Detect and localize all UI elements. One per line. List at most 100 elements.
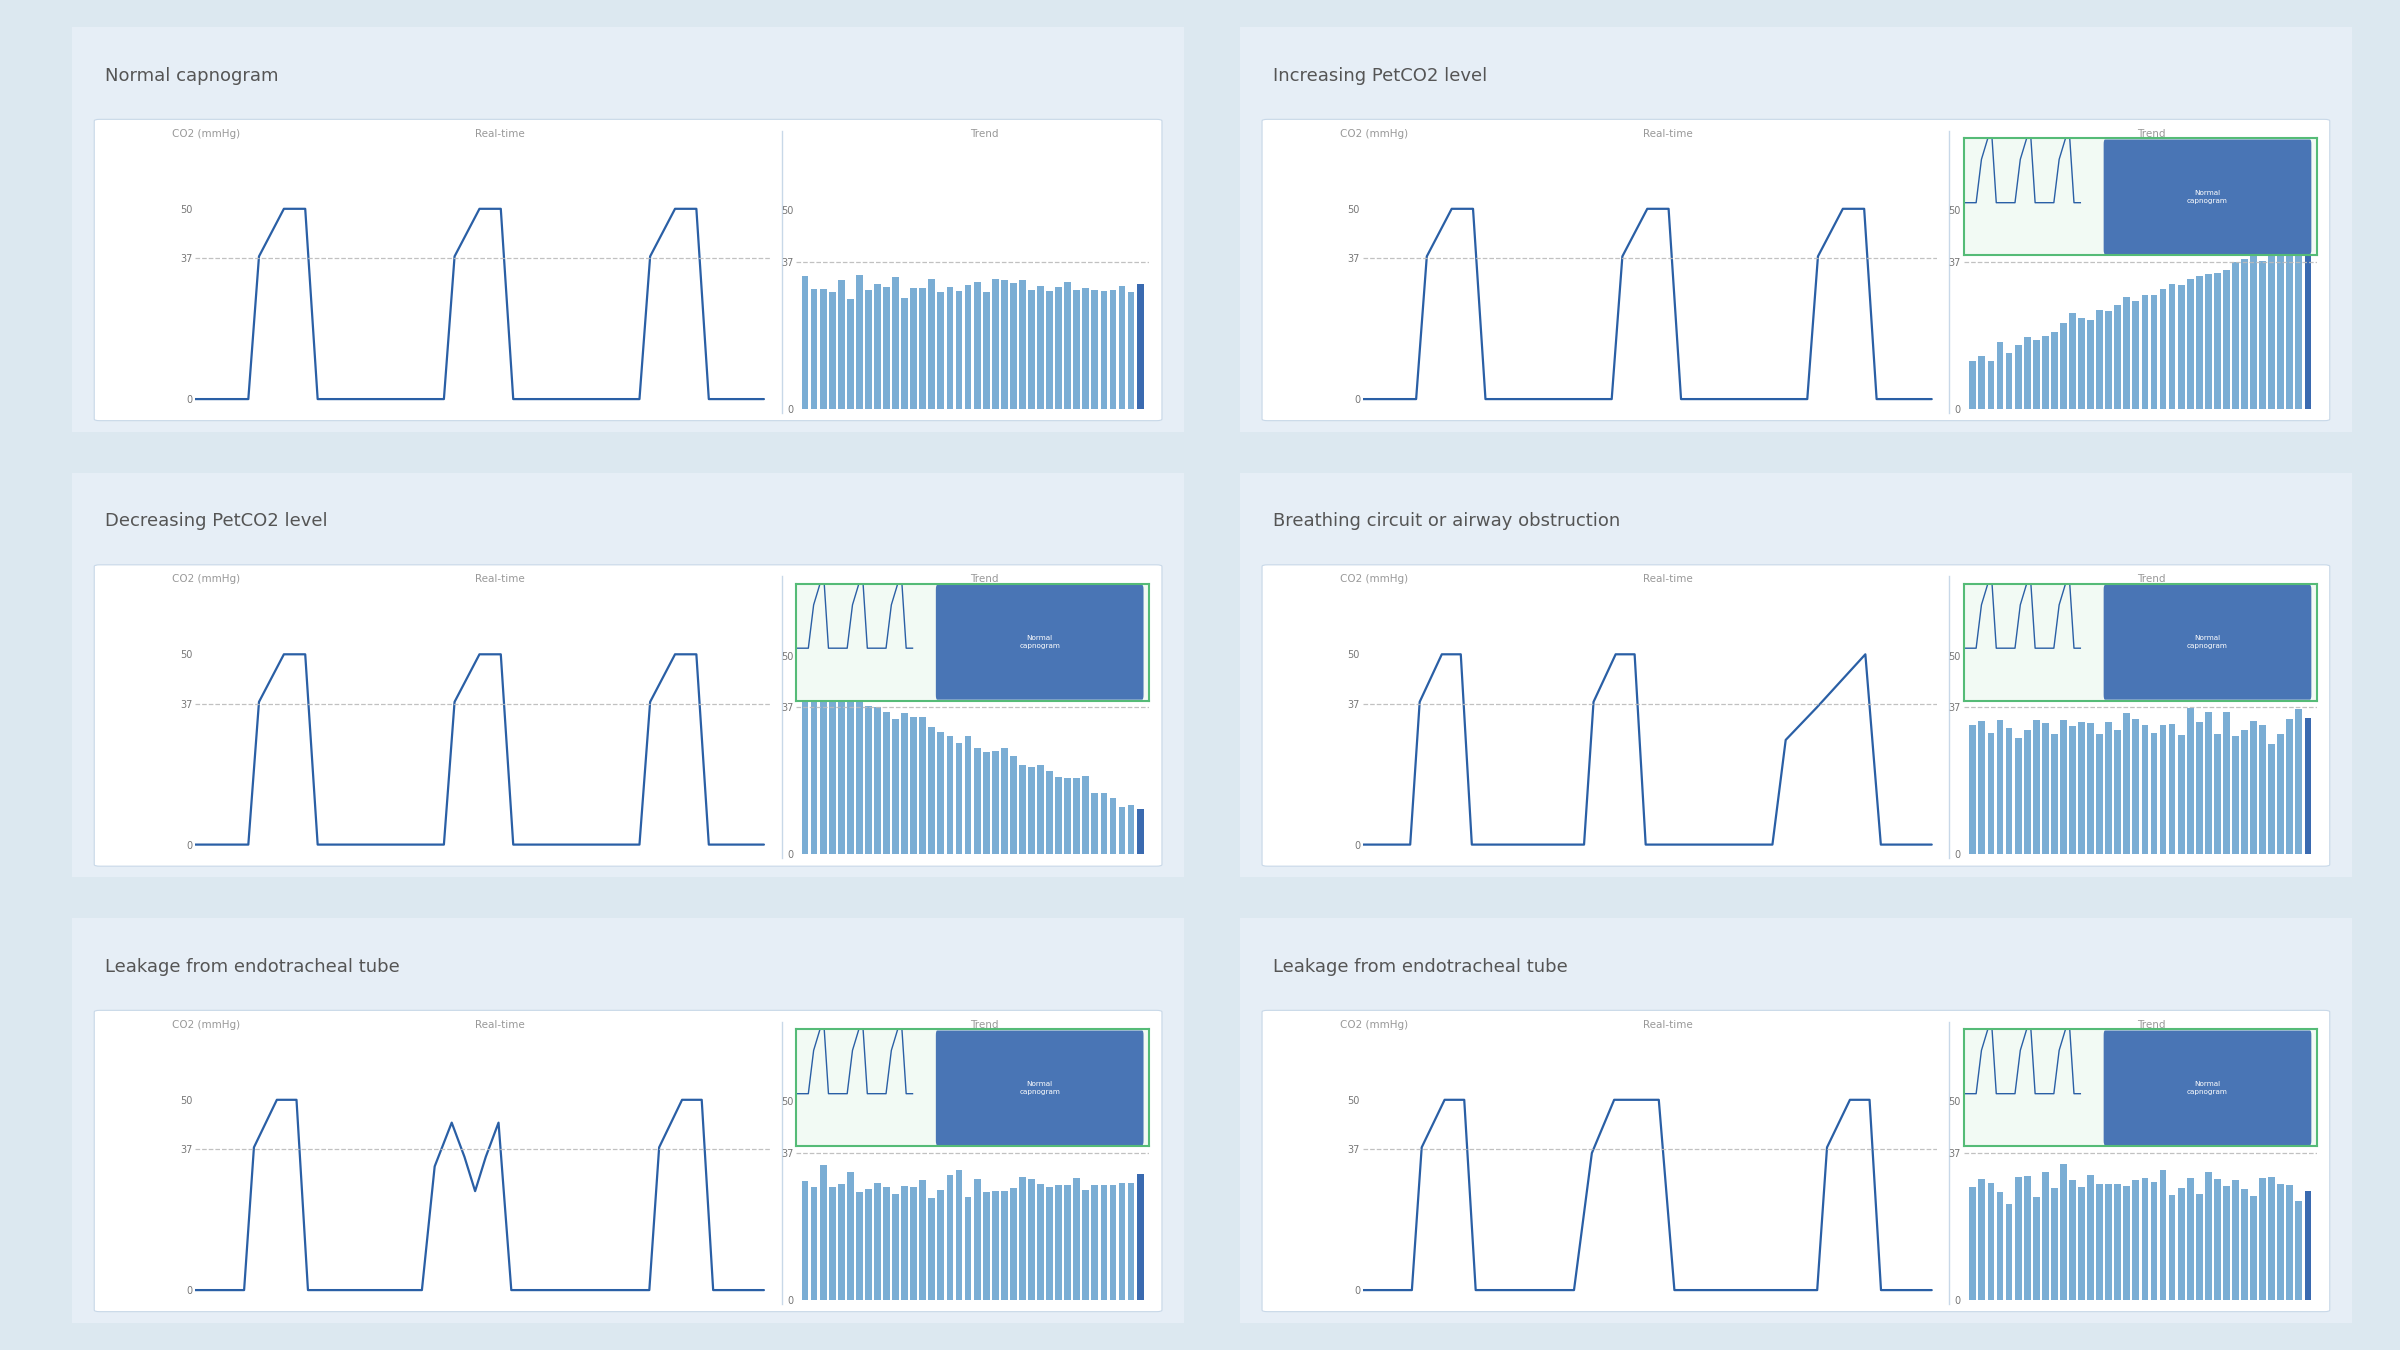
Bar xyxy=(1109,290,1116,409)
Bar xyxy=(2095,734,2102,855)
Bar xyxy=(2006,352,2014,409)
Bar xyxy=(1092,290,1099,409)
Bar xyxy=(883,288,890,409)
Bar xyxy=(1063,1185,1070,1300)
Bar xyxy=(955,1170,962,1300)
Bar xyxy=(902,1187,907,1300)
Bar xyxy=(1027,290,1034,409)
Bar xyxy=(1001,1192,1008,1300)
Bar xyxy=(2114,730,2122,855)
Bar xyxy=(2033,1196,2040,1300)
Bar xyxy=(864,290,871,409)
Bar xyxy=(1056,288,1063,409)
Bar xyxy=(2258,261,2266,409)
Text: Trend: Trend xyxy=(2138,1019,2167,1030)
Bar xyxy=(2150,1181,2158,1300)
Bar xyxy=(2232,736,2239,855)
Bar xyxy=(991,279,998,409)
Bar xyxy=(2196,1193,2203,1300)
Bar xyxy=(1073,290,1080,409)
Bar xyxy=(2177,734,2184,855)
Bar xyxy=(938,732,943,855)
Bar xyxy=(982,292,989,409)
Bar xyxy=(1020,281,1025,409)
Bar xyxy=(1970,1187,1975,1300)
Bar xyxy=(2141,1179,2148,1300)
Bar xyxy=(1037,1184,1044,1300)
FancyBboxPatch shape xyxy=(936,585,1142,699)
Bar xyxy=(2287,718,2294,855)
Bar xyxy=(2105,1184,2112,1300)
Bar xyxy=(1001,281,1008,409)
Bar xyxy=(1978,721,1985,855)
Text: Real-time: Real-time xyxy=(475,128,526,139)
Bar xyxy=(919,288,926,409)
Bar xyxy=(2251,721,2256,855)
Bar xyxy=(1046,771,1054,855)
Bar xyxy=(847,300,854,409)
Bar xyxy=(2268,744,2275,855)
Bar xyxy=(2023,336,2030,409)
Bar xyxy=(2095,1184,2102,1300)
Bar xyxy=(1046,292,1054,409)
FancyBboxPatch shape xyxy=(2105,1030,2311,1145)
Bar xyxy=(1102,290,1106,409)
Bar xyxy=(929,1197,936,1300)
Bar xyxy=(2095,309,2102,409)
Bar xyxy=(2294,1202,2302,1300)
Bar xyxy=(2042,1172,2050,1300)
Text: Increasing PetCO2 level: Increasing PetCO2 level xyxy=(1272,66,1488,85)
Bar xyxy=(828,1187,835,1300)
Bar xyxy=(1092,1184,1099,1300)
Bar xyxy=(1073,778,1080,855)
Bar xyxy=(811,289,818,409)
Bar xyxy=(857,275,862,409)
Bar xyxy=(2242,730,2249,855)
Bar xyxy=(2170,724,2174,855)
Bar xyxy=(893,1193,900,1300)
Bar xyxy=(910,717,917,855)
Bar xyxy=(2042,722,2050,855)
Bar xyxy=(838,1184,845,1300)
Bar xyxy=(2294,709,2302,855)
Bar xyxy=(2186,1179,2194,1300)
Text: Trend: Trend xyxy=(2138,128,2167,139)
Bar xyxy=(2196,722,2203,855)
Bar xyxy=(1010,756,1018,855)
Bar xyxy=(2160,289,2167,409)
Text: Trend: Trend xyxy=(970,574,998,585)
Bar xyxy=(2069,726,2076,855)
Bar xyxy=(1128,293,1135,409)
Bar xyxy=(2222,713,2230,855)
FancyBboxPatch shape xyxy=(936,1030,1142,1145)
Bar xyxy=(1010,282,1018,409)
Bar xyxy=(2014,1177,2021,1300)
Bar xyxy=(974,748,982,855)
Bar xyxy=(1027,767,1034,855)
Bar xyxy=(2014,346,2021,409)
Bar xyxy=(2206,274,2213,409)
Bar xyxy=(1056,1184,1063,1300)
Bar xyxy=(2304,718,2311,855)
Bar xyxy=(1037,286,1044,409)
Bar xyxy=(1970,725,1975,855)
Bar xyxy=(2134,1180,2138,1300)
Bar xyxy=(2088,722,2093,855)
Bar xyxy=(883,1187,890,1300)
Bar xyxy=(2141,294,2148,409)
Bar xyxy=(2186,707,2194,855)
Bar xyxy=(2287,1185,2294,1300)
Bar xyxy=(910,1188,917,1300)
Text: Real-time: Real-time xyxy=(475,574,526,585)
Bar xyxy=(1987,360,1994,409)
Text: Breathing circuit or airway obstruction: Breathing circuit or airway obstruction xyxy=(1272,512,1620,531)
Bar xyxy=(1128,805,1135,855)
Bar xyxy=(847,1172,854,1300)
Bar xyxy=(991,1191,998,1300)
Bar xyxy=(864,1189,871,1300)
Bar xyxy=(2222,1187,2230,1300)
Bar xyxy=(1978,356,1985,409)
Bar xyxy=(1102,794,1106,855)
Bar xyxy=(2177,1188,2184,1300)
Bar xyxy=(893,718,900,855)
